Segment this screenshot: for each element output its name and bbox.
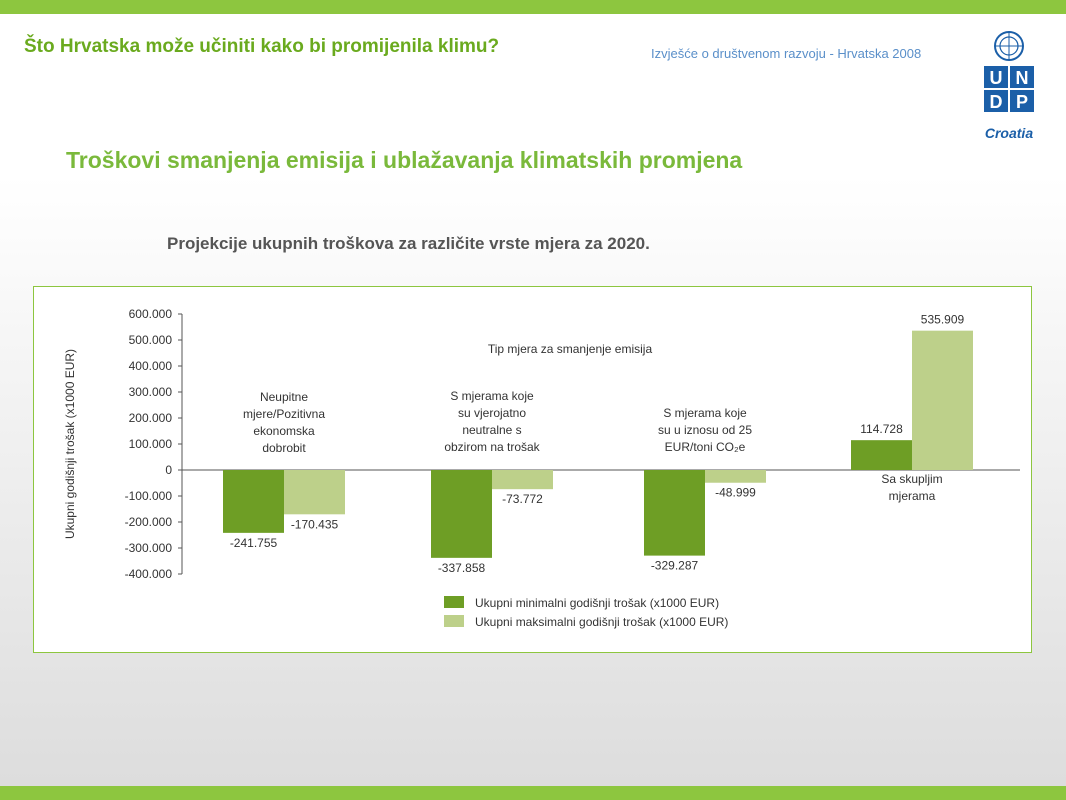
y-tick-label: -300.000 — [125, 541, 173, 555]
y-tick-label: -400.000 — [125, 567, 173, 581]
data-label: -48.999 — [715, 486, 756, 500]
y-tick-label: 0 — [165, 463, 172, 477]
un-emblem-icon — [994, 31, 1024, 61]
category-label: S mjerama koje — [663, 406, 747, 420]
data-label: -241.755 — [230, 536, 278, 550]
data-label: 114.728 — [860, 422, 903, 436]
bar — [431, 470, 492, 558]
data-label: -329.287 — [651, 559, 699, 573]
data-label: 535.909 — [921, 313, 965, 327]
slide-title: Troškovi smanjenja emisija i ublažavanja… — [66, 147, 743, 173]
category-label: mjerama — [889, 489, 936, 503]
category-label: S mjerama koje — [450, 389, 534, 403]
top-accent-bar — [0, 0, 1066, 14]
y-tick-label: 200.000 — [129, 411, 173, 425]
chart-panel: 600.000 500.000 400.000 300.000 200.000 100.0… — [33, 286, 1032, 653]
chart-title: Tip mjera za smanjenje emisija — [488, 342, 653, 356]
legend-label: Ukupni maksimalni godišnji trošak (x1000… — [475, 615, 728, 629]
category-label: ekonomska — [253, 424, 315, 438]
legend-swatch — [444, 596, 464, 608]
category-label: obzirom na trošak — [444, 440, 540, 454]
y-tick-label: -200.000 — [125, 515, 173, 529]
bar — [223, 470, 284, 533]
category-label: EUR/toni CO₂e — [665, 440, 746, 454]
bar — [912, 330, 973, 470]
data-label: -73.772 — [502, 492, 543, 506]
y-tick-label: 100.000 — [129, 437, 173, 451]
data-label: -337.858 — [438, 561, 486, 575]
logo-caption: Croatia — [985, 125, 1033, 141]
y-tick-label: 300.000 — [129, 385, 173, 399]
chart-subtitle: Projekcije ukupnih troškova za različite… — [167, 234, 650, 253]
undp-logo: Croatia U ND P — [984, 31, 1034, 141]
legend-label: Ukupni minimalni godišnji trošak (x1000 … — [475, 596, 719, 610]
legend-swatch — [444, 615, 464, 627]
y-tick-label: 600.000 — [129, 307, 173, 321]
data-label: -170.435 — [291, 517, 339, 531]
bar — [492, 470, 553, 490]
bar — [644, 470, 705, 556]
bar — [284, 470, 345, 515]
y-tick-label: 400.000 — [129, 359, 173, 373]
category-label: neutralne s — [462, 423, 521, 437]
category-label: su vjerojatno — [458, 406, 526, 420]
logo-letter: U — [990, 68, 1003, 88]
bottom-accent-bar — [0, 786, 1066, 800]
bar — [705, 470, 766, 483]
logo-letter: N — [1016, 68, 1029, 88]
category-label: Sa skupljim — [881, 472, 942, 486]
category-label: Neupitne — [260, 390, 308, 404]
header-subtitle: Izvješće o društvenom razvoju - Hrvatska… — [651, 46, 922, 61]
logo-letter: D — [990, 92, 1003, 112]
y-axis-label: Ukupni godišnji trošak (x1000 EUR) — [63, 349, 77, 539]
y-tick-label: 500.000 — [129, 333, 173, 347]
y-tick-label: -100.000 — [125, 489, 173, 503]
category-label: dobrobit — [262, 441, 306, 455]
header-title: Što Hrvatska može učiniti kako bi promij… — [24, 36, 500, 57]
category-label: su u iznosu od 25 — [658, 423, 752, 437]
bar — [851, 440, 912, 470]
logo-letter: P — [1016, 92, 1028, 112]
bar-chart: 600.000 500.000 400.000 300.000 200.000 100.0… — [63, 307, 1020, 629]
category-label: mjere/Pozitivna — [243, 407, 325, 421]
